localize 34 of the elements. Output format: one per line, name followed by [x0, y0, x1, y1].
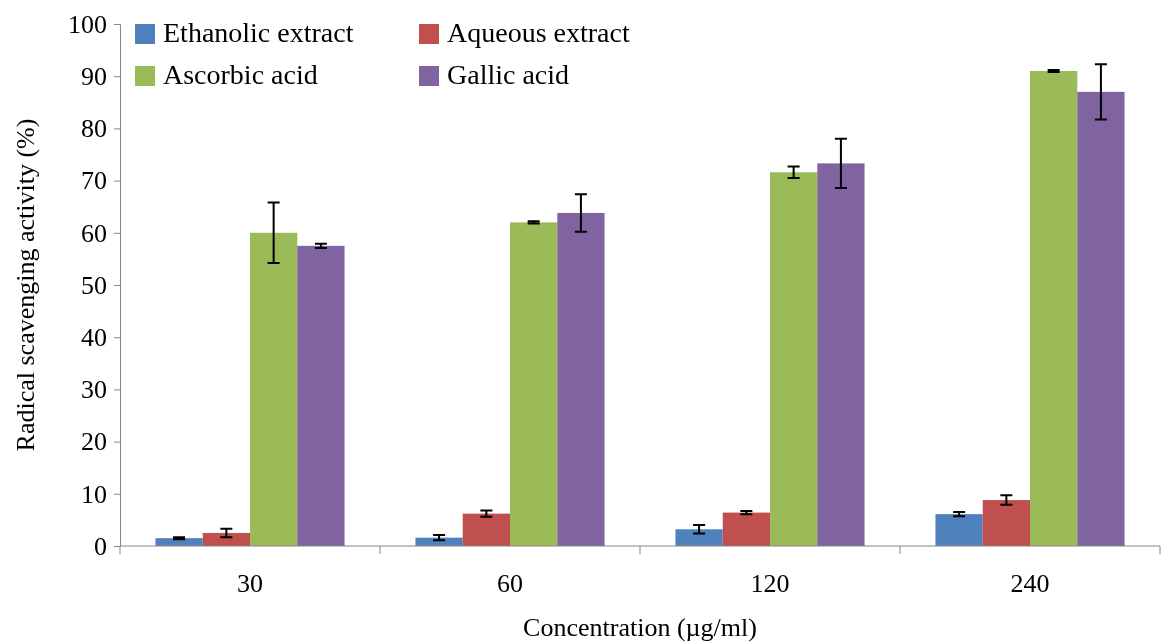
- y-tick-label: 0: [94, 531, 107, 561]
- bar: [722, 512, 770, 546]
- bar: [557, 212, 605, 546]
- bar: [510, 222, 558, 546]
- bar: [935, 514, 983, 546]
- bar: [982, 500, 1030, 546]
- y-tick-label: 50: [81, 270, 107, 300]
- y-tick-label: 10: [81, 479, 107, 509]
- y-tick-label: 100: [68, 9, 107, 39]
- legend-label: Ascorbic acid: [163, 59, 318, 90]
- bar: [817, 163, 865, 546]
- y-axis-title: Radical scavenging activity (%): [11, 118, 40, 452]
- x-tick-label: 120: [750, 569, 790, 598]
- x-tick-label: 240: [1010, 569, 1050, 598]
- bar: [770, 172, 818, 546]
- y-tick-label: 60: [81, 218, 107, 248]
- x-axis-title: Concentration (µg/ml): [523, 613, 757, 642]
- y-tick-label: 70: [81, 166, 107, 196]
- y-tick-label: 90: [81, 62, 107, 92]
- x-tick-label: 60: [497, 569, 523, 598]
- bar: [1030, 70, 1078, 546]
- bar: [462, 513, 510, 546]
- bar: [297, 245, 345, 546]
- y-tick-label: 20: [81, 427, 107, 457]
- bar: [250, 232, 298, 546]
- legend-label: Ethanolic extract: [163, 17, 354, 48]
- x-tick-label: 30: [237, 569, 263, 598]
- y-tick-label: 30: [81, 375, 107, 405]
- y-tick-label: 80: [81, 114, 107, 144]
- legend-label: Aqueous extract: [447, 17, 630, 48]
- legend-label: Gallic acid: [447, 59, 570, 90]
- bar: [1077, 91, 1125, 546]
- bar: [675, 529, 723, 546]
- y-tick-label: 40: [81, 323, 107, 353]
